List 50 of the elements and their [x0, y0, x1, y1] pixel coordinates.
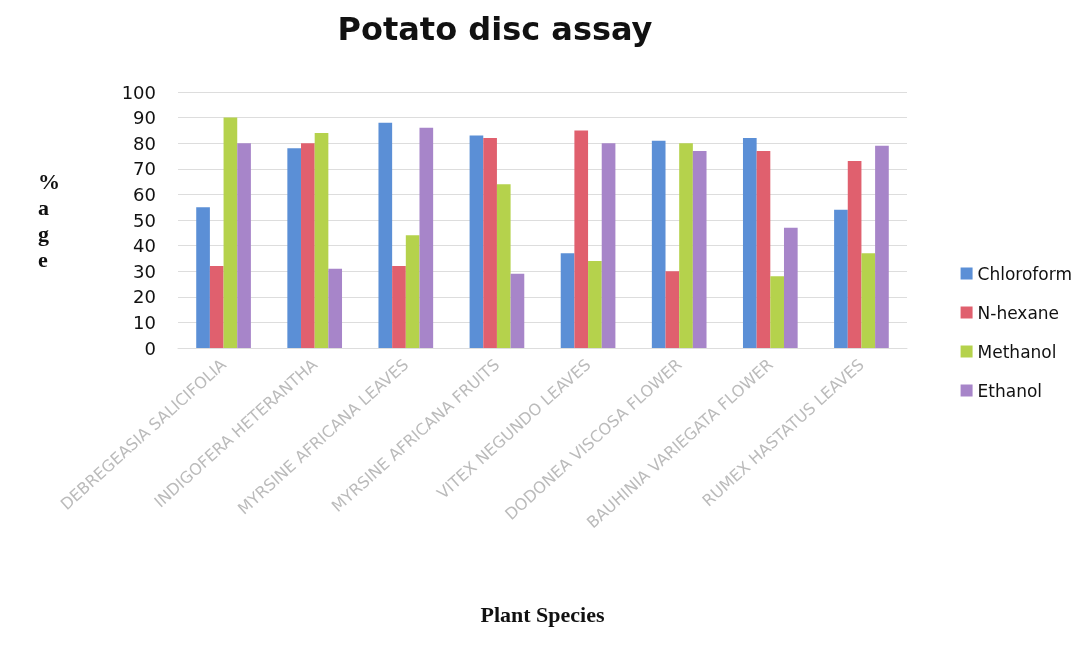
- bar: [378, 122, 393, 348]
- legend-label: Methanol: [977, 341, 1057, 362]
- bar: [588, 260, 602, 348]
- bar: [510, 273, 525, 348]
- bar: [392, 266, 406, 348]
- bar: [209, 266, 224, 348]
- bar: [861, 253, 876, 348]
- bar: [651, 140, 666, 348]
- bar: [196, 207, 210, 348]
- bar: [783, 227, 798, 348]
- y-tick-label: 80: [133, 132, 156, 154]
- bar: [560, 253, 575, 348]
- y-tick-label: 10: [133, 311, 156, 333]
- bar: [692, 150, 707, 348]
- bar: [405, 235, 420, 348]
- bar: [875, 145, 889, 348]
- x-axis-title: Plant Species: [480, 601, 605, 627]
- y-tick-label: 70: [133, 158, 156, 180]
- y-tick-label: 40: [133, 235, 156, 257]
- bar: [847, 161, 862, 348]
- bar: [223, 117, 238, 348]
- y-tick-label: 100: [121, 81, 156, 103]
- bar: [483, 138, 497, 348]
- bar: [742, 138, 757, 348]
- y-tick-label: 20: [133, 286, 156, 308]
- legend-label: Ethanol: [977, 380, 1043, 401]
- bar: [601, 143, 616, 348]
- bar: [237, 143, 251, 348]
- y-tick-label: 30: [133, 260, 156, 282]
- y-tick-label: 60: [133, 183, 156, 205]
- y-tick-label: 50: [133, 209, 156, 231]
- legend-label: Chloroform: [977, 263, 1072, 284]
- bar: [287, 148, 302, 348]
- bar: [301, 143, 315, 348]
- y-tick-label: 90: [133, 107, 156, 129]
- chart-title: Potato disc assay: [337, 10, 653, 48]
- bar: [756, 150, 771, 348]
- bar: [496, 184, 511, 348]
- bar: [574, 130, 589, 348]
- y-tick-label: 0: [144, 337, 156, 359]
- bar: [328, 268, 343, 348]
- bar: [419, 127, 434, 348]
- bar: [834, 209, 848, 348]
- bar: [679, 143, 693, 348]
- bar: [770, 276, 784, 348]
- bar: [314, 132, 329, 348]
- y-axis-title: %age: [38, 168, 60, 272]
- bar: [665, 271, 680, 348]
- legend-label: N-hexane: [977, 302, 1060, 323]
- bar: [469, 135, 484, 348]
